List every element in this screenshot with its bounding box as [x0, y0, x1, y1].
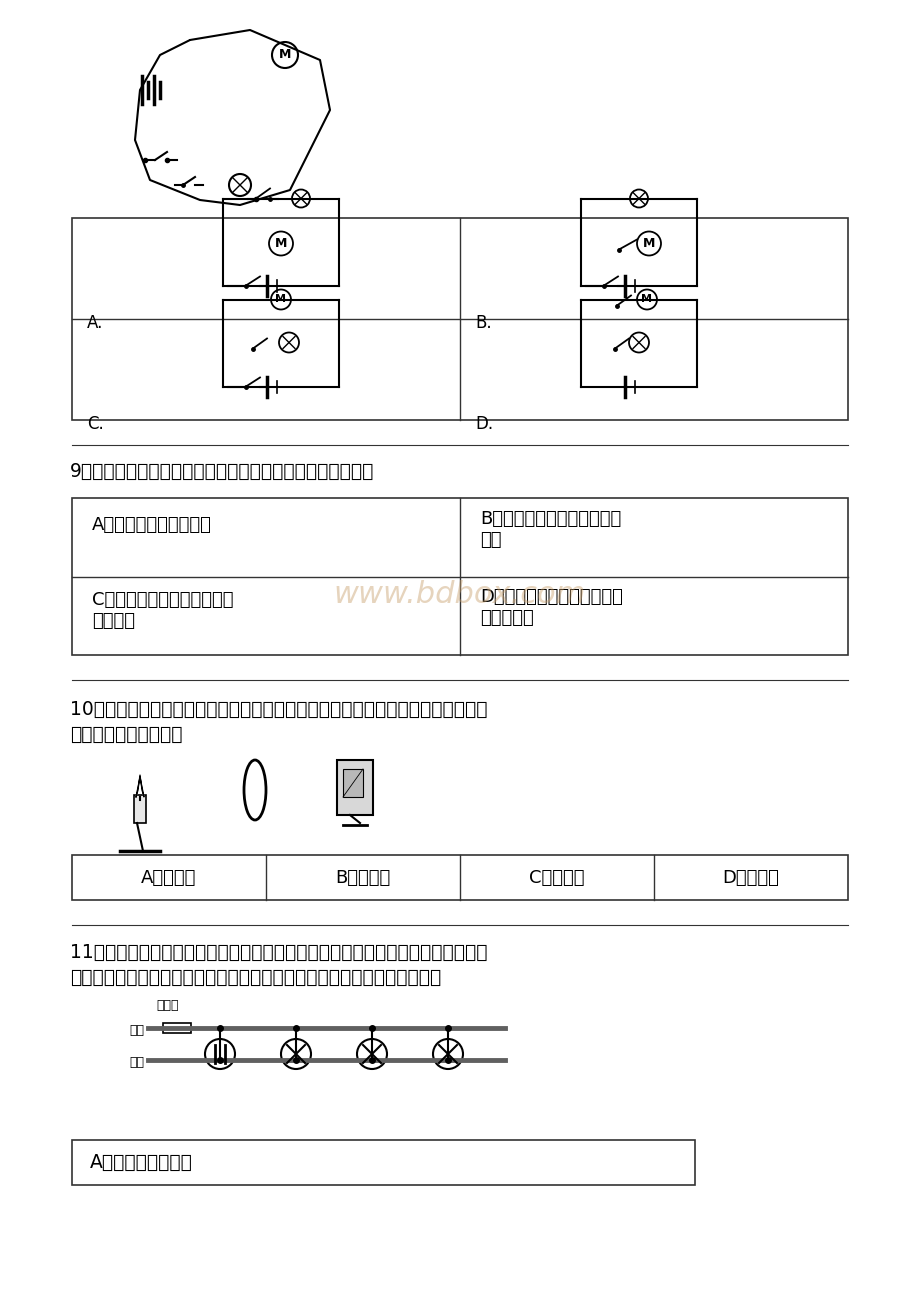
- Text: B．手机是利用紫外线传递信
息的: B．手机是利用紫外线传递信 息的: [480, 510, 620, 549]
- Bar: [72, 217, 847, 421]
- Text: 11．如图所示的电路中，正常发光的三盏灯突然全部熄灭了，经检查保险丝完好，: 11．如图所示的电路中，正常发光的三盏灯突然全部熄灭了，经检查保险丝完好，: [70, 943, 487, 962]
- Text: B.: B.: [474, 314, 491, 332]
- Circle shape: [268, 232, 292, 255]
- Text: M: M: [642, 237, 654, 250]
- Text: C．放电影: C．放电影: [528, 868, 584, 887]
- Circle shape: [433, 1039, 462, 1069]
- Polygon shape: [136, 775, 144, 797]
- Text: A．插座发生短路了: A．插座发生短路了: [90, 1154, 193, 1172]
- Text: 火线: 火线: [129, 1023, 144, 1036]
- Text: 10．如图所示为某次实验中蜡烛通过透镜成像的情况，下列过程中用到的主要光学: 10．如图所示为某次实验中蜡烛通过透镜成像的情况，下列过程中用到的主要光学: [70, 700, 487, 719]
- Circle shape: [357, 1039, 387, 1069]
- Text: D.: D.: [474, 415, 493, 434]
- Text: C.: C.: [87, 415, 104, 434]
- Circle shape: [271, 289, 290, 310]
- Bar: [163, 1023, 191, 1032]
- Text: M: M: [275, 237, 287, 250]
- Text: D．核外电子几乎集中了原子
的全部质量: D．核外电子几乎集中了原子 的全部质量: [480, 589, 622, 628]
- Text: 保险丝: 保险丝: [156, 999, 178, 1012]
- Text: 9．以下关于能源、信息、材料、原子结构的说法，正确的是: 9．以下关于能源、信息、材料、原子结构的说法，正确的是: [70, 462, 374, 480]
- Bar: [72, 1141, 694, 1185]
- Bar: [72, 855, 847, 900]
- Circle shape: [278, 332, 299, 353]
- Circle shape: [630, 190, 647, 207]
- Text: A．照镜子: A．照镜子: [142, 868, 197, 887]
- Circle shape: [636, 232, 660, 255]
- Text: A．石油是不可再生能源: A．石油是不可再生能源: [92, 516, 211, 534]
- Text: M: M: [275, 294, 286, 305]
- Bar: [134, 796, 146, 823]
- Bar: [343, 769, 363, 797]
- Bar: [336, 760, 372, 815]
- Text: www.bdbox.com: www.bdbox.com: [334, 581, 585, 609]
- Circle shape: [229, 174, 251, 197]
- Circle shape: [629, 332, 648, 353]
- Circle shape: [636, 289, 656, 310]
- Text: C．可利用超导体制作电饭锅
的电热丝: C．可利用超导体制作电饭锅 的电热丝: [92, 591, 233, 630]
- Circle shape: [291, 190, 310, 207]
- Circle shape: [280, 1039, 311, 1069]
- Circle shape: [205, 1039, 234, 1069]
- Bar: [72, 497, 847, 655]
- Text: D．拍照片: D．拍照片: [721, 868, 778, 887]
- Text: M: M: [278, 48, 291, 61]
- Text: 规律与此相同的是（）: 规律与此相同的是（）: [70, 725, 182, 743]
- Text: 零线: 零线: [129, 1056, 144, 1069]
- Circle shape: [272, 42, 298, 68]
- Text: 用试电笔插进插座的两孔，氖泡均发光．下述判断造成这一现象原因可能是: 用试电笔插进插座的两孔，氖泡均发光．下述判断造成这一现象原因可能是: [70, 967, 441, 987]
- Text: B．放大镜: B．放大镜: [335, 868, 391, 887]
- Text: M: M: [641, 294, 652, 305]
- Text: A.: A.: [87, 314, 103, 332]
